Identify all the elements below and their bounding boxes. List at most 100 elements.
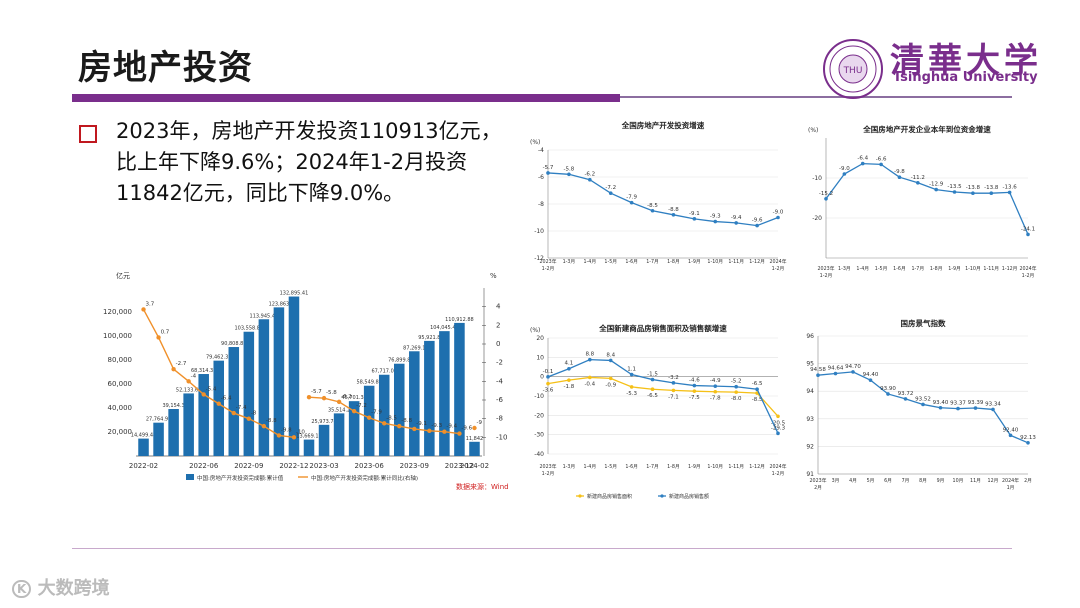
x-tick-label: 2022-02 (129, 462, 158, 470)
x-tick-label: 1-2月 (542, 471, 555, 477)
data-point (608, 358, 613, 363)
sales-growth-chart: 全国新建商品房销售面积及销售额增速 (%)20 10 0 -10 -20 -30 -40 -3.… (530, 323, 787, 500)
investment-cumulative-chart: 亿元 % 20,000 40,000 60,000 80,000 100,000 120,00… (103, 271, 507, 482)
data-point (879, 162, 883, 167)
x-tick-label: 1-10月 (965, 266, 981, 272)
data-label: 93.72 (898, 391, 914, 397)
growth-label: -5.8 (326, 390, 337, 396)
data-label: -8.8 (668, 207, 679, 213)
data-point (629, 372, 634, 377)
data-label: 92.13 (1020, 435, 1036, 441)
x-tick-label: 2023-06 (355, 462, 385, 470)
x-tick-label: 1-3月 (563, 464, 576, 470)
data-label: -3.2 (668, 375, 679, 381)
data-point (608, 376, 613, 381)
x-tick-label: 1-3月 (563, 259, 576, 265)
funding-growth-chart: 全国房地产开发企业本年到位资金增速 (%) -10 -20 -15.2 -9.0 -6.4 -… (808, 124, 1037, 279)
y-tick-label: 10 (536, 354, 544, 361)
growth-point (291, 435, 297, 440)
growth-label: -9.1 (416, 421, 427, 427)
bar-value-label: 68,314.38 (191, 368, 216, 374)
series-line (547, 172, 779, 227)
data-label: 4.1 (565, 361, 574, 367)
bar-value-label: 123,863 (269, 301, 290, 307)
legend-label: 新建商品房销售额 (669, 493, 709, 500)
growth-point (457, 431, 462, 436)
data-point (671, 388, 676, 393)
x-tick-label: 1月 (1007, 485, 1015, 491)
x-tick-label: 2023年 (817, 265, 834, 272)
bar (273, 307, 285, 456)
data-point (692, 383, 697, 388)
bar (454, 322, 465, 456)
x-tick-label: 1-11月 (728, 259, 744, 265)
bar-value-label: 103,558.85 (235, 326, 264, 332)
y-tick-label: -6 (538, 174, 544, 181)
data-point (588, 357, 592, 362)
bar (168, 409, 179, 456)
data-point (842, 172, 847, 176)
data-point (956, 406, 960, 411)
bar-value-label: 95,921.8 (418, 335, 440, 341)
data-label: 94.70 (845, 364, 861, 370)
bar (439, 331, 450, 456)
bar (288, 296, 300, 456)
x-tick-label: 2024年 (1019, 265, 1036, 272)
growth-label: -9.6 (461, 426, 472, 432)
growth-point (261, 423, 267, 429)
data-label: 1.1 (627, 367, 636, 373)
y-tick-label: 92 (806, 443, 814, 450)
right-tick-label: -10 (496, 433, 507, 441)
growth-point (231, 410, 236, 416)
bar-value-label: 87,269.1 (403, 345, 425, 351)
growth-label: -4 (191, 373, 197, 379)
growth-label: -8 (251, 411, 257, 417)
data-point (671, 213, 676, 217)
data-label: 8.4 (606, 352, 615, 358)
data-point (713, 384, 718, 388)
x-tick-label: 5月 (867, 478, 875, 484)
data-label: -5.2 (731, 379, 742, 385)
data-point (755, 387, 759, 392)
series-line (547, 376, 779, 417)
data-point (734, 384, 738, 389)
growth-label: -6.4 (221, 396, 232, 402)
x-tick-label: 1-2月 (542, 266, 555, 272)
data-point (938, 405, 943, 410)
data-label: 93.34 (985, 401, 1001, 407)
data-point (851, 370, 855, 374)
growth-label: -7.4 (236, 405, 247, 411)
bar (213, 360, 225, 456)
growth-label: 0.7 (161, 329, 170, 335)
data-point (776, 414, 780, 419)
growth-point (216, 401, 221, 406)
seal-text: THU (843, 66, 863, 76)
x-tick-label: 1-11月 (728, 464, 744, 470)
data-label: 93.39 (968, 400, 984, 406)
bar-value-label: 11,842 (466, 436, 484, 442)
growth-point (397, 423, 402, 429)
data-point (650, 377, 655, 382)
data-label: -13.8 (984, 185, 999, 191)
right-tick-label: -8 (496, 415, 503, 423)
data-point (921, 402, 925, 407)
data-label: 8.8 (585, 352, 594, 358)
data-point (546, 171, 550, 175)
bar (153, 422, 164, 456)
footer-rule (72, 548, 1012, 549)
x-tick-label: 2023年 (809, 477, 826, 484)
x-tick-label: 2022-09 (234, 462, 263, 470)
right-tick-label: -6 (496, 396, 504, 404)
growth-point (382, 421, 387, 426)
x-tick-label: 1-4月 (583, 259, 596, 265)
bullet-text: 2023年，房地产开发投资110913亿元，比上年下降9.6%；2024年1-2… (116, 119, 502, 205)
data-label: -8.5 (752, 397, 763, 403)
data-label: -7.2 (605, 185, 616, 191)
data-point (629, 385, 634, 389)
y-tick-label: 95 (806, 361, 814, 368)
title-accent-bar (72, 94, 620, 102)
data-point (833, 371, 838, 376)
x-tick-label: 1-6月 (625, 259, 638, 265)
bar-value-label: 39,154.3 (162, 403, 184, 409)
x-tick-label: 2023年 (539, 258, 556, 265)
